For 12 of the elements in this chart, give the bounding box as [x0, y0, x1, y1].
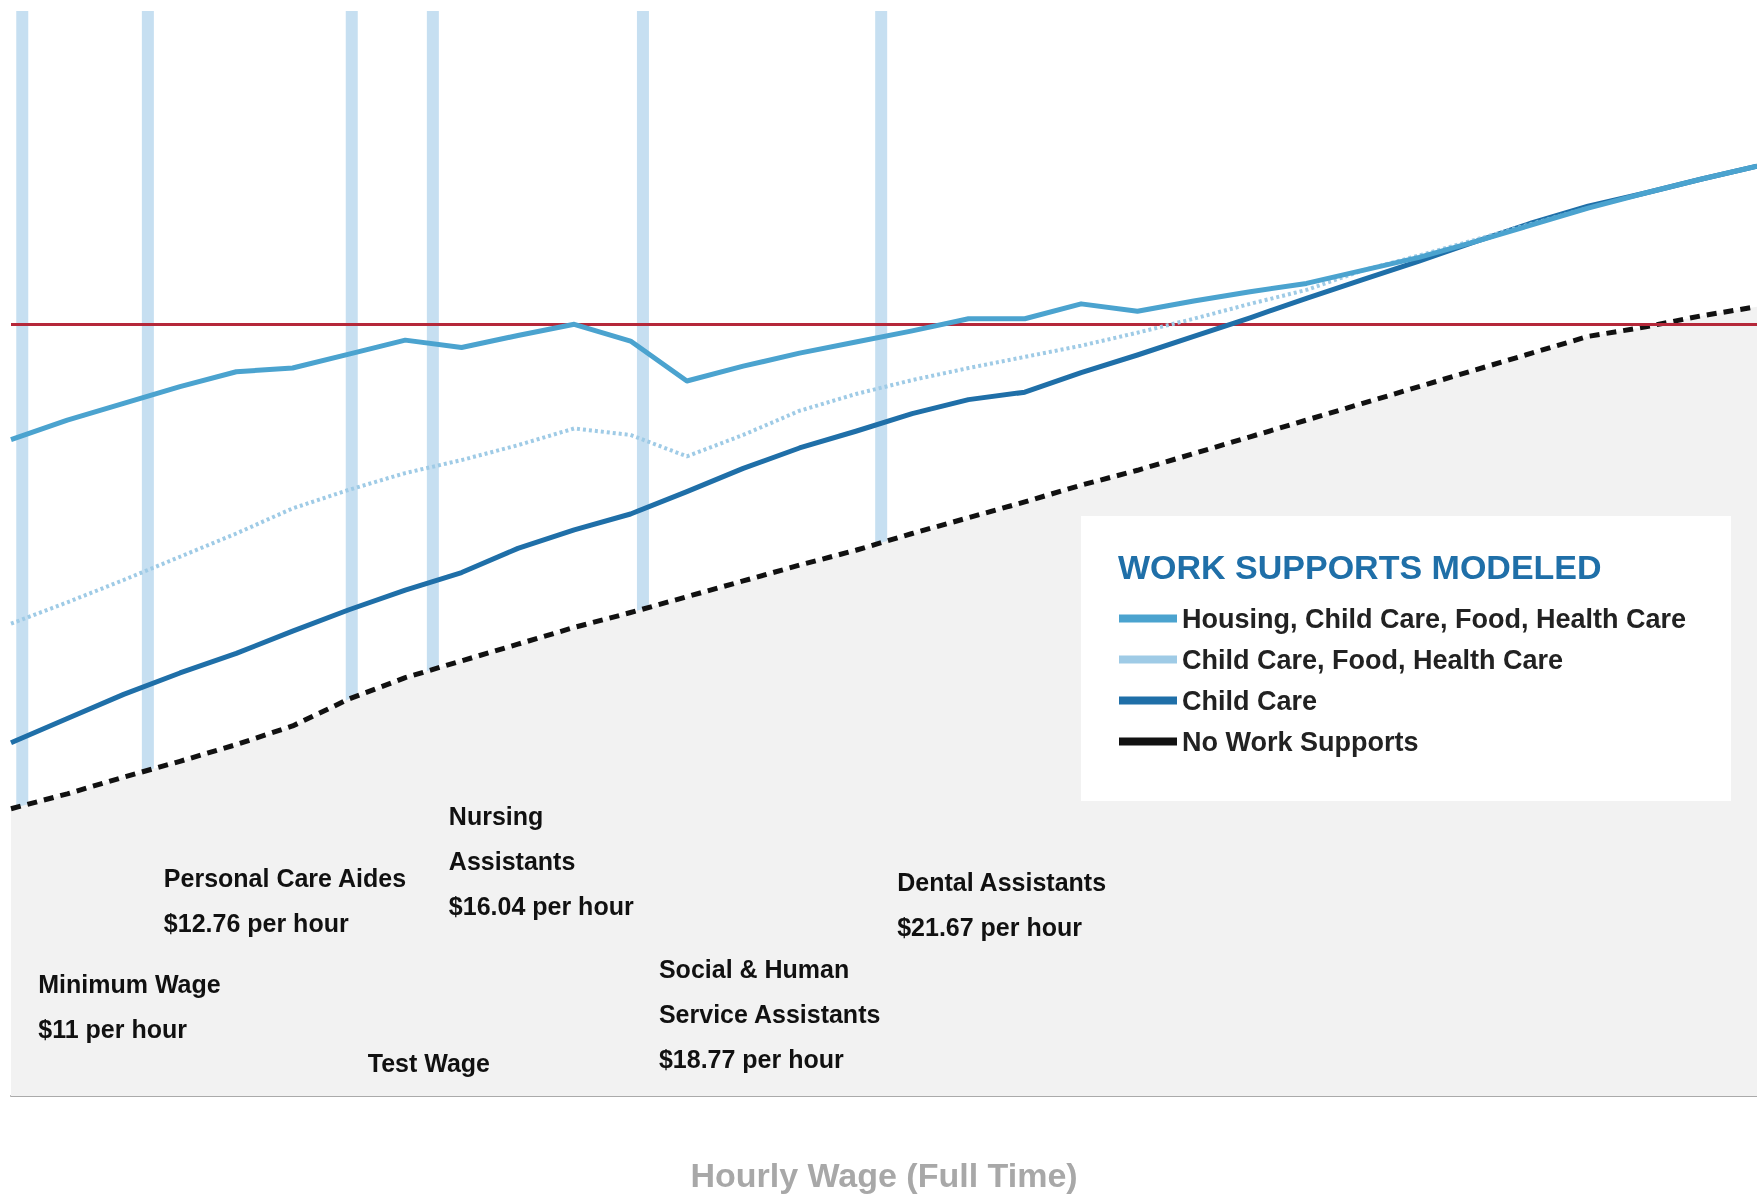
legend-label: Housing, Child Care, Food, Health Care	[1182, 603, 1687, 634]
annotation: Social & Human Service Assistants $18.77 per hour	[658, 954, 881, 1073]
annotation: Personal Care Aides $12.76 per hour	[163, 863, 407, 937]
annotation: Dental Assistants $21.67 per hour	[897, 867, 1107, 941]
x-axis-title: Hourly Wage (Full Time)	[690, 1156, 1078, 1194]
legend-label: Child Care, Food, Health Care	[1182, 644, 1564, 675]
legend-label: Child Care	[1182, 685, 1318, 716]
annotation: Minimum Wage $11 per hour	[38, 969, 221, 1043]
annotation: Nursing Assistants $16.04 per hour	[448, 801, 634, 920]
legend-label: No Work Supports	[1182, 726, 1419, 757]
legend-title: WORK SUPPORTS MODELED	[1118, 548, 1602, 586]
annotation: Test Wage	[367, 1048, 491, 1077]
